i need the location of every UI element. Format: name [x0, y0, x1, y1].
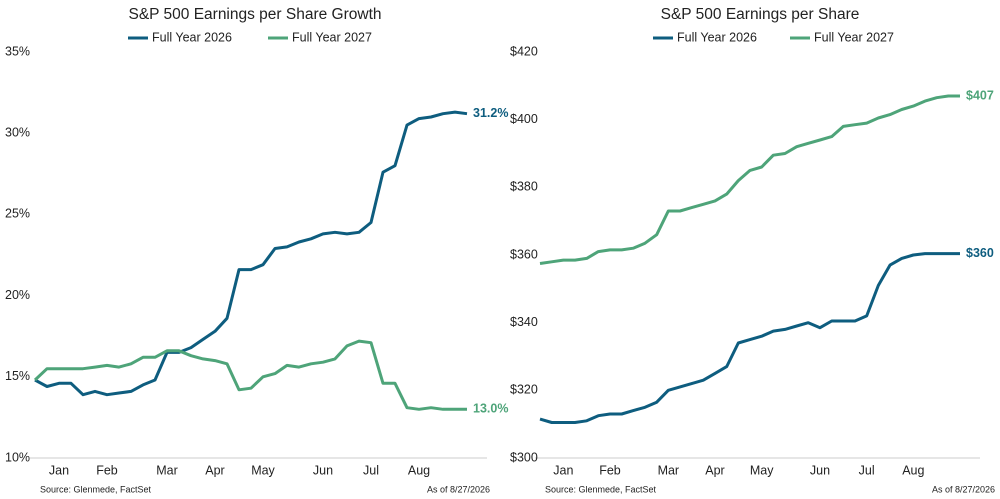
x-tick-label: Jun	[810, 463, 830, 477]
x-tick-label: Mar	[658, 463, 680, 477]
x-tick-label: Jan	[49, 463, 69, 477]
y-tick-label: $300	[510, 450, 538, 464]
x-tick-label: Jun	[313, 463, 333, 477]
series-line	[539, 94, 960, 265]
y-tick-label: $360	[510, 247, 538, 261]
x-tick-label: Jul	[859, 463, 875, 477]
legend-label: Full Year 2026	[677, 30, 757, 44]
x-tick-label: Feb	[96, 463, 118, 477]
series-line	[33, 339, 467, 411]
chart-title: S&P 500 Earnings per Share Growth	[128, 6, 381, 23]
x-tick-label: Mar	[156, 463, 178, 477]
x-tick-label: Apr	[205, 463, 224, 477]
x-tick-label: Aug	[902, 463, 924, 477]
y-tick-label: 20%	[5, 288, 30, 302]
y-tick-label: $400	[510, 112, 538, 126]
value-label: 13.0%	[473, 402, 508, 416]
x-tick-label: May	[251, 463, 275, 477]
x-tick-label: Apr	[705, 463, 724, 477]
source-note: Source: Glenmede, FactSet	[40, 484, 152, 494]
series-line	[34, 110, 468, 397]
legend-label: Full Year 2026	[152, 30, 232, 44]
y-tick-label: 15%	[5, 369, 30, 383]
date-note: As of 8/27/2026	[932, 484, 995, 494]
date-note: As of 8/27/2026	[427, 484, 490, 494]
y-tick-label: $380	[510, 180, 538, 194]
y-tick-label: $340	[510, 315, 538, 329]
x-tick-label: Jan	[553, 463, 573, 477]
legend-label: Full Year 2027	[292, 30, 372, 44]
x-tick-label: Jul	[363, 463, 379, 477]
x-tick-label: Feb	[599, 463, 621, 477]
value-label: $407	[966, 88, 994, 102]
x-tick-label: Aug	[408, 463, 430, 477]
legend-label: Full Year 2027	[814, 30, 894, 44]
y-tick-label: 10%	[5, 450, 30, 464]
x-tick-label: May	[750, 463, 774, 477]
series-line	[539, 252, 960, 424]
source-note: Source: Glenmede, FactSet	[545, 484, 657, 494]
chart-title: S&P 500 Earnings per Share	[661, 6, 860, 23]
y-tick-label: 30%	[5, 125, 30, 139]
y-tick-label: 25%	[5, 207, 30, 221]
value-label: $360	[966, 246, 994, 260]
y-tick-label: $320	[510, 383, 538, 397]
y-tick-label: $420	[510, 44, 538, 58]
value-label: 31.2%	[473, 106, 508, 120]
y-tick-label: 35%	[5, 44, 30, 58]
